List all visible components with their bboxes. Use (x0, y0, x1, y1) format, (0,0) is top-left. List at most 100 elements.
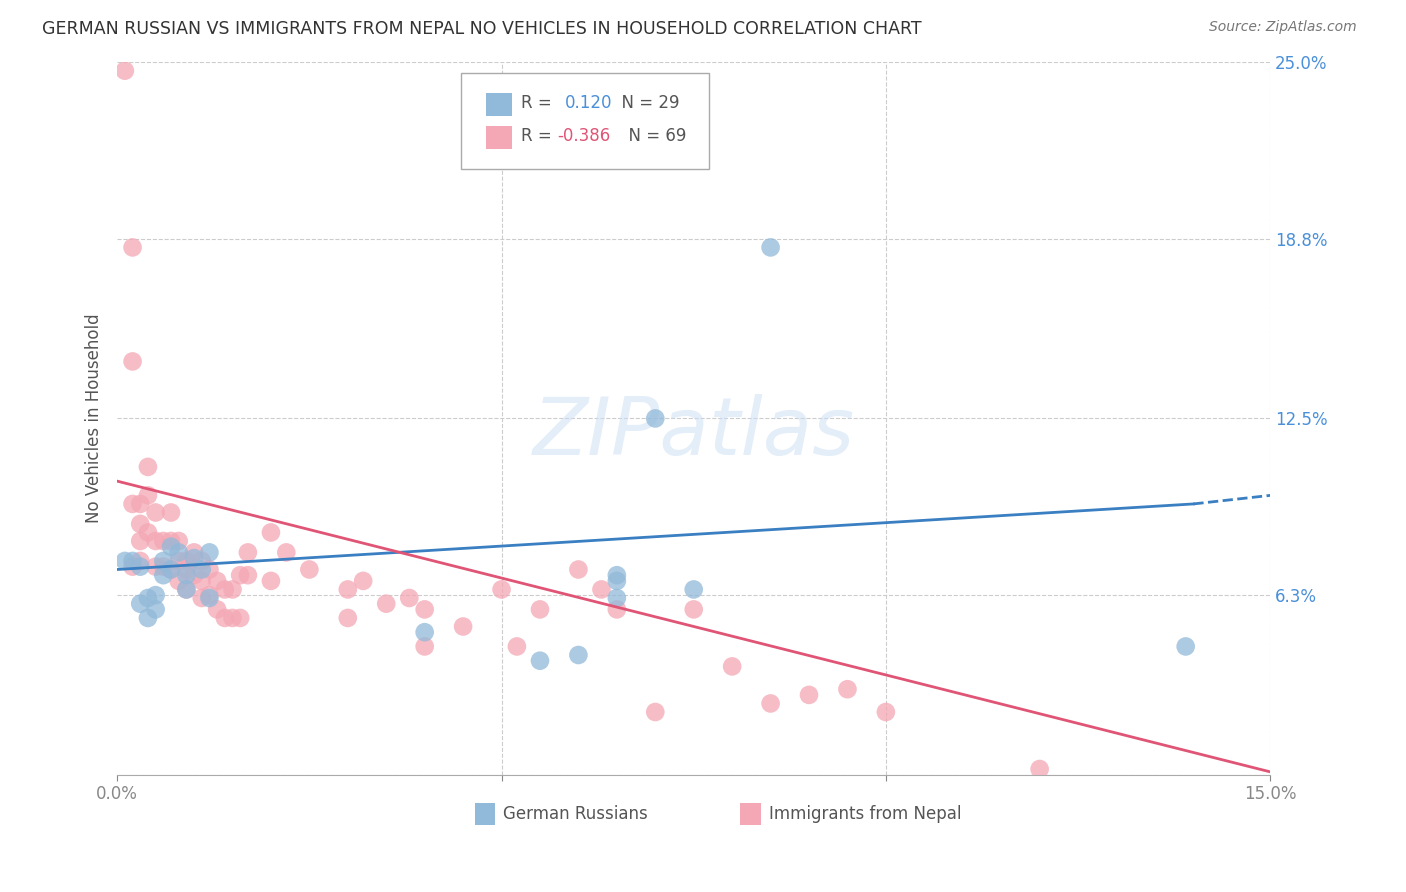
Point (121, 240, 143, 254)
Point (606, 602, 628, 616)
Point (682, 582, 704, 597)
Point (176, 562, 198, 576)
Point (298, 562, 321, 576)
Point (183, 568, 205, 582)
Point (644, 705, 666, 719)
Point (214, 611, 236, 625)
Point (221, 582, 243, 597)
Text: ZIPatlas: ZIPatlas (533, 393, 855, 472)
Point (136, 525, 159, 540)
Text: -0.386: -0.386 (558, 127, 610, 145)
Point (145, 506, 167, 520)
Point (167, 554, 190, 568)
Point (129, 516, 152, 531)
Point (136, 488, 159, 502)
Point (214, 582, 236, 597)
Point (375, 597, 398, 611)
Point (398, 591, 420, 605)
Point (567, 562, 589, 576)
Bar (740, 803, 761, 825)
Point (276, 545, 298, 559)
Point (152, 554, 174, 568)
Point (260, 574, 283, 588)
Point (167, 533, 190, 548)
Point (198, 562, 221, 576)
Point (190, 574, 212, 588)
Point (190, 591, 212, 605)
Point (336, 582, 359, 597)
Point (136, 591, 159, 605)
Point (136, 611, 159, 625)
Point (121, 559, 143, 574)
Point (1174, 640, 1197, 654)
Text: R =: R = (520, 94, 562, 112)
Point (797, 688, 820, 702)
Point (506, 640, 529, 654)
Point (176, 582, 198, 597)
Point (198, 588, 221, 602)
Point (183, 545, 205, 559)
Point (1028, 762, 1050, 776)
Point (198, 545, 221, 559)
Point (229, 611, 252, 625)
Point (121, 354, 143, 368)
Point (114, 554, 136, 568)
Point (160, 506, 183, 520)
Point (167, 574, 190, 588)
Text: Immigrants from Nepal: Immigrants from Nepal (769, 805, 962, 823)
Text: German Russians: German Russians (503, 805, 648, 823)
Point (451, 619, 474, 633)
Point (567, 648, 589, 662)
Text: Source: ZipAtlas.com: Source: ZipAtlas.com (1209, 20, 1357, 34)
Point (152, 568, 174, 582)
Point (606, 591, 628, 605)
Point (190, 562, 212, 576)
Point (759, 240, 782, 254)
Point (198, 591, 221, 605)
Point (491, 582, 513, 597)
Point (413, 640, 436, 654)
Point (129, 554, 152, 568)
Text: GERMAN RUSSIAN VS IMMIGRANTS FROM NEPAL NO VEHICLES IN HOUSEHOLD CORRELATION CHA: GERMAN RUSSIAN VS IMMIGRANTS FROM NEPAL … (42, 20, 922, 37)
Point (160, 562, 183, 576)
Y-axis label: No Vehicles in Household: No Vehicles in Household (86, 314, 103, 524)
Point (236, 568, 259, 582)
Point (145, 602, 167, 616)
Point (606, 574, 628, 588)
Point (160, 562, 183, 576)
Point (167, 545, 190, 559)
Text: N = 69: N = 69 (617, 127, 686, 145)
Point (145, 559, 167, 574)
Point (176, 582, 198, 597)
Point (160, 540, 183, 554)
Point (591, 582, 613, 597)
Point (837, 682, 859, 697)
Point (236, 545, 259, 559)
Bar (486, 126, 512, 149)
Point (152, 533, 174, 548)
Point (759, 697, 782, 711)
Point (529, 602, 551, 616)
Point (114, 63, 136, 78)
Point (121, 497, 143, 511)
Point (229, 568, 252, 582)
Point (682, 602, 704, 616)
Point (205, 602, 228, 616)
Point (129, 497, 152, 511)
Text: 0.120: 0.120 (565, 94, 612, 112)
Point (260, 525, 283, 540)
Point (205, 574, 228, 588)
Point (336, 611, 359, 625)
Point (413, 625, 436, 640)
Point (190, 554, 212, 568)
Point (606, 568, 628, 582)
Point (136, 459, 159, 474)
Point (644, 411, 666, 425)
Point (145, 533, 167, 548)
Point (152, 559, 174, 574)
Point (160, 533, 183, 548)
Text: N = 29: N = 29 (610, 94, 679, 112)
Point (121, 554, 143, 568)
Point (721, 659, 744, 673)
Text: R =: R = (520, 127, 557, 145)
